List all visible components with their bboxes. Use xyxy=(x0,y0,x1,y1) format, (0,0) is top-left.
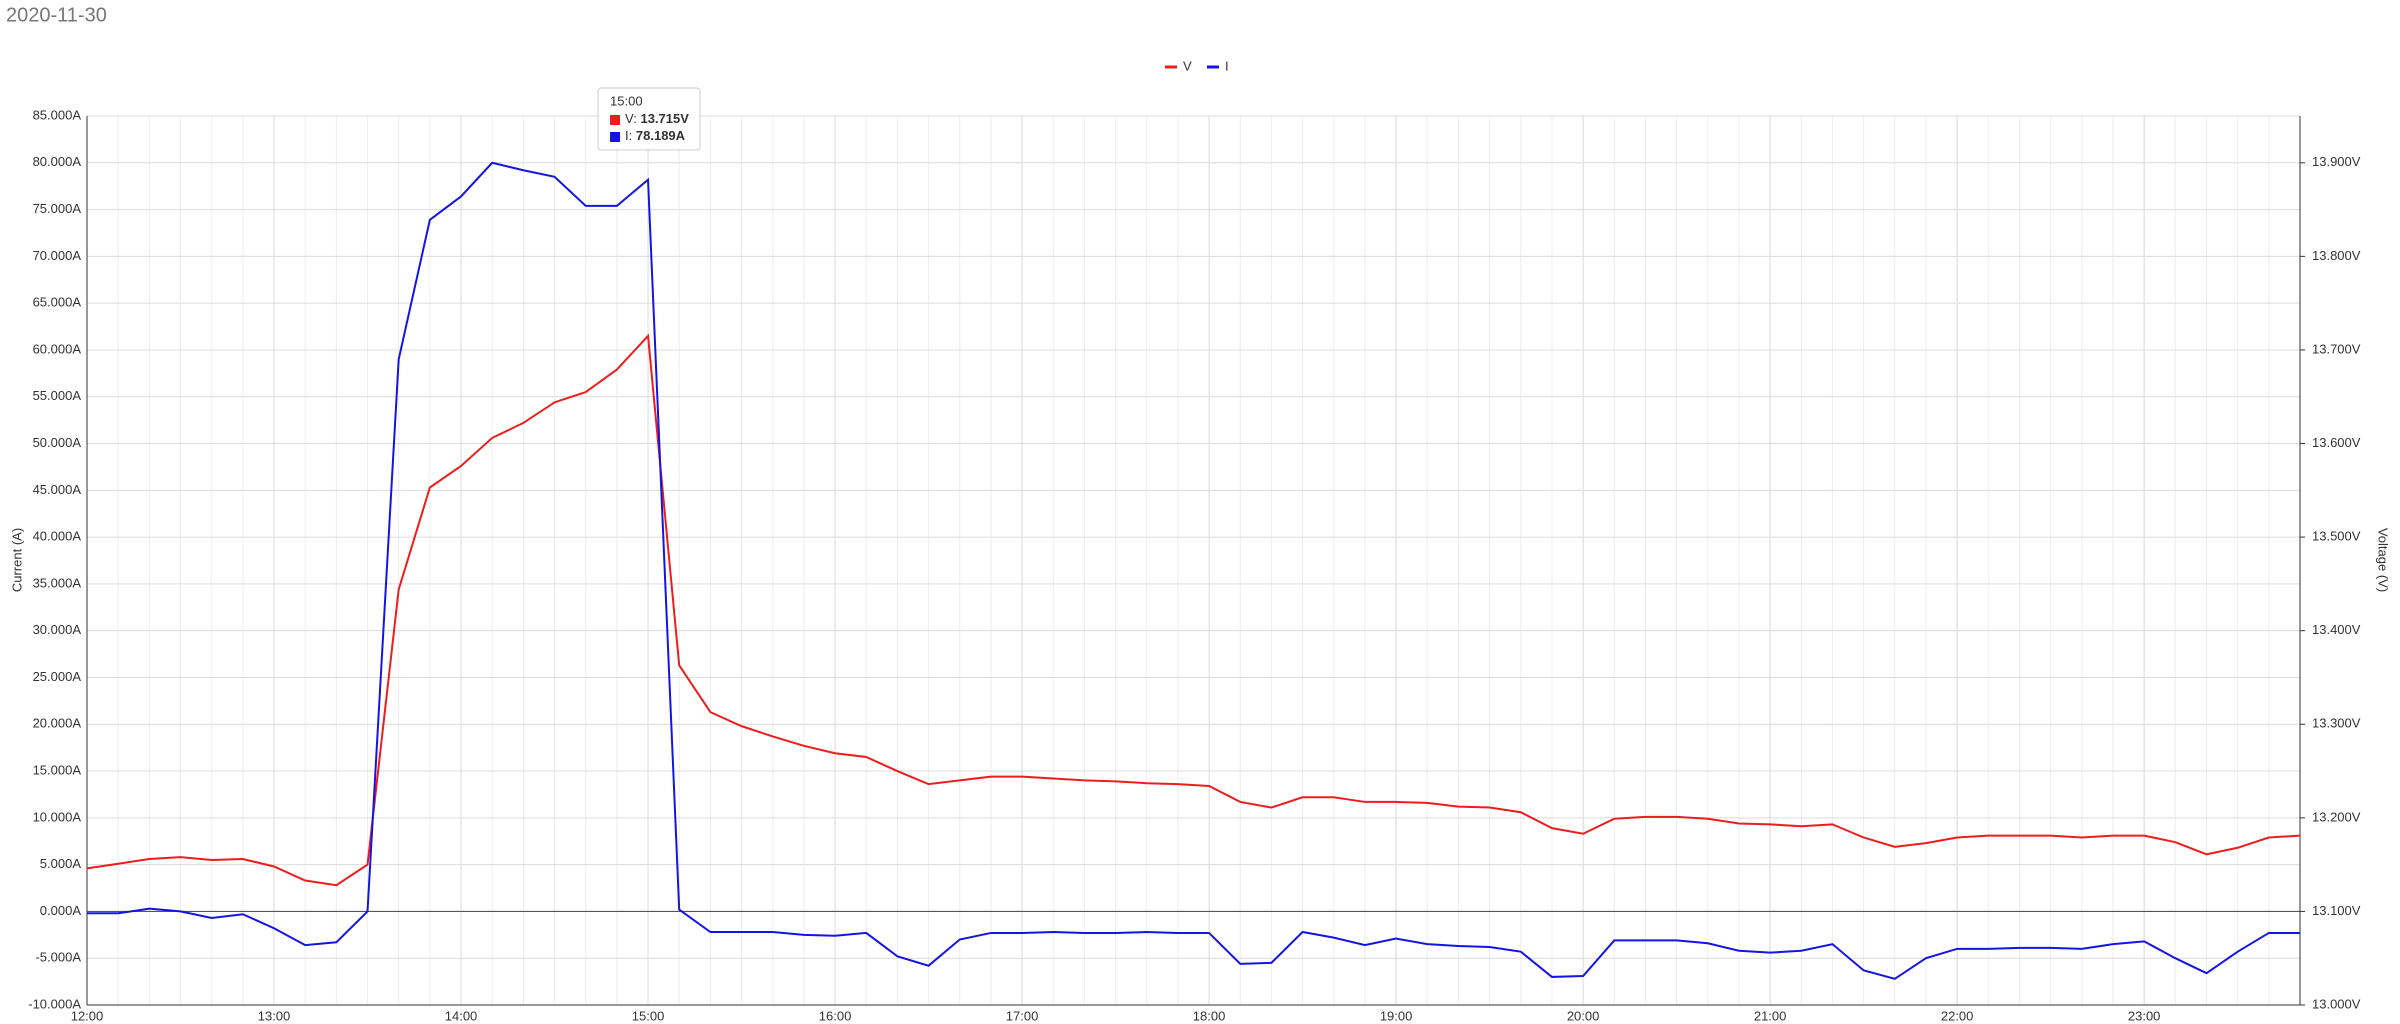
x-tick-label: 17:00 xyxy=(1006,1008,1039,1023)
x-tick-label: 18:00 xyxy=(1193,1008,1226,1023)
y2-tick-label: 13.700V xyxy=(2312,341,2361,356)
y-tick-label: 60.000A xyxy=(33,341,82,356)
legend-label: I xyxy=(1225,58,1229,73)
y-axis-title: Current (A) xyxy=(9,528,24,592)
y-tick-label: 80.000A xyxy=(33,154,82,169)
x-tick-label: 19:00 xyxy=(1380,1008,1413,1023)
x-tick-label: 22:00 xyxy=(1941,1008,1974,1023)
tooltip-item: V: 13.715V xyxy=(625,111,689,126)
tooltip-value: 78.189A xyxy=(636,128,686,143)
y2-tick-label: 13.400V xyxy=(2312,622,2361,637)
y-tick-label: 35.000A xyxy=(33,575,82,590)
x-tick-label: 14:00 xyxy=(445,1008,478,1023)
y-tick-label: 5.000A xyxy=(40,856,82,871)
y-tick-label: 65.000A xyxy=(33,295,82,310)
y-tick-label: 0.000A xyxy=(40,903,82,918)
chart-title: 2020-11-30 xyxy=(6,4,107,26)
x-tick-label: 12:00 xyxy=(71,1008,104,1023)
y-tick-label: 10.000A xyxy=(33,809,82,824)
series-line xyxy=(86,333,2301,887)
y2-axis-title: Voltage (V) xyxy=(2376,528,2391,592)
y2-tick-label: 13.500V xyxy=(2312,529,2361,544)
tooltip-value: 13.715V xyxy=(640,111,689,126)
y-tick-label: 15.000A xyxy=(33,762,82,777)
y-tick-label: 50.000A xyxy=(33,435,82,450)
y2-tick-label: 13.100V xyxy=(2312,903,2361,918)
tooltip-swatch xyxy=(610,115,621,125)
series-line xyxy=(87,161,2300,980)
legend-label: V xyxy=(1183,58,1192,73)
tooltip-series: V xyxy=(625,111,634,126)
tooltip-swatch xyxy=(610,132,621,142)
grid xyxy=(86,115,2301,1006)
tooltip-series: I xyxy=(625,128,629,143)
x-tick-label: 20:00 xyxy=(1567,1008,1600,1023)
y2-tick-label: 13.800V xyxy=(2312,248,2361,263)
y-tick-label: 75.000A xyxy=(33,201,82,216)
x-tick-label: 13:00 xyxy=(258,1008,291,1023)
y-tick-label: -5.000A xyxy=(35,950,81,965)
y2-tick-label: 13.000V xyxy=(2312,996,2361,1011)
tooltip-title: 15:00 xyxy=(610,93,643,108)
y-tick-label: 70.000A xyxy=(33,248,82,263)
y-tick-label: 40.000A xyxy=(33,529,82,544)
x-tick-label: 15:00 xyxy=(632,1008,665,1023)
x-tick-label: 16:00 xyxy=(819,1008,852,1023)
y-tick-label: 25.000A xyxy=(33,669,82,684)
x-tick-label: 21:00 xyxy=(1754,1008,1787,1023)
tooltip: 15:00 V: 13.715V I: 78.189A xyxy=(597,87,701,151)
x-tick-label: 23:00 xyxy=(2128,1008,2161,1023)
y-tick-label: 30.000A xyxy=(33,622,82,637)
y2-tick-label: 13.600V xyxy=(2312,435,2361,450)
tooltip-box xyxy=(597,87,701,151)
y2-tick-label: 13.300V xyxy=(2312,716,2361,731)
y-tick-label: 20.000A xyxy=(33,716,82,731)
y2-tick-label: 13.200V xyxy=(2312,809,2361,824)
y2-tick-label: 13.900V xyxy=(2312,154,2361,169)
y-tick-label: 45.000A xyxy=(33,482,82,497)
tooltip-item: I: 78.189A xyxy=(625,128,686,143)
y-tick-label: -10.000A xyxy=(28,996,81,1011)
y-tick-label: 85.000A xyxy=(33,107,82,122)
y-tick-label: 55.000A xyxy=(33,388,82,403)
